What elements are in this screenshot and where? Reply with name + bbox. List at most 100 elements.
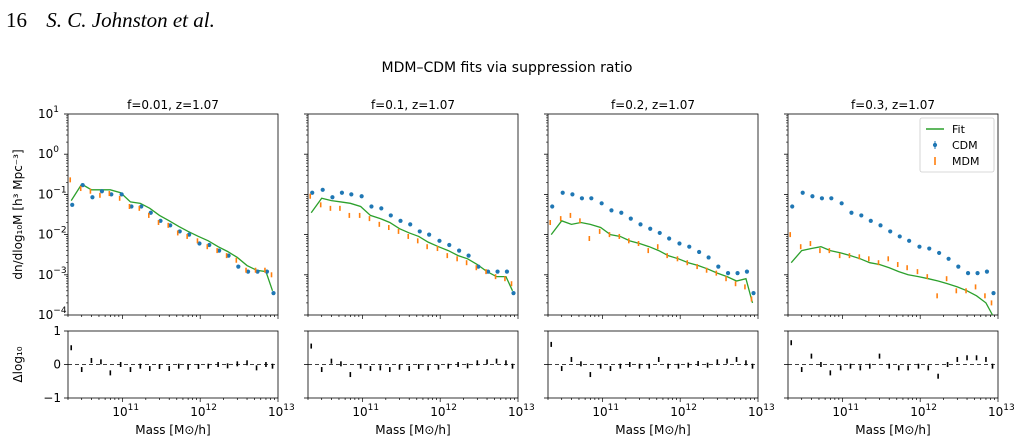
x-tick-label: 1011: [112, 403, 139, 419]
cdm-point: [417, 229, 422, 234]
cdm-point: [956, 264, 961, 269]
cdm-point: [609, 208, 614, 213]
cdm-point: [560, 190, 565, 195]
main-axes-frame: [67, 113, 279, 316]
cdm-point: [687, 244, 692, 249]
cdm-point: [359, 194, 364, 199]
cdm-point: [437, 238, 442, 243]
cdm-point: [476, 264, 481, 269]
cdm-point: [495, 269, 500, 274]
cdm-point: [485, 269, 491, 274]
x-tick-label: 1013: [988, 403, 1014, 419]
panel-title: f=0.01, z=1.07: [127, 98, 219, 112]
cdm-point: [991, 291, 996, 296]
cdm-point: [849, 210, 854, 215]
cdm-point: [339, 190, 345, 195]
cdm-point: [129, 204, 134, 209]
cdm-point: [197, 241, 202, 246]
cdm-point: [907, 238, 912, 243]
x-tick-label: 1013: [748, 403, 775, 419]
panel-1: f=0.01, z=1.0710−410−310−210−11001011011…: [38, 98, 295, 437]
cdm-point: [810, 194, 815, 199]
cdm-point: [158, 218, 163, 223]
cdm-point: [330, 195, 335, 200]
legend-box: [919, 117, 995, 173]
cdm-point: [677, 241, 682, 246]
y-tick-label: 10−1: [38, 185, 67, 201]
cdm-point: [570, 192, 575, 197]
residual-y-tick-label: −1: [43, 391, 61, 405]
cdm-point: [168, 223, 173, 228]
x-axis-label: Mass [M⊙/h]: [615, 423, 690, 437]
cdm-point: [550, 204, 555, 209]
cdm-point: [819, 196, 825, 201]
cdm-point: [90, 195, 95, 200]
cdm-point: [148, 210, 153, 215]
cdm-point: [177, 229, 182, 234]
x-axis-label: Mass [M⊙/h]: [375, 423, 450, 437]
x-tick-label: 1013: [508, 403, 535, 419]
cdm-point: [589, 196, 594, 201]
cdm-point: [628, 216, 633, 221]
cdm-point: [648, 226, 653, 231]
cdm-point: [217, 248, 222, 253]
panel-title: f=0.2, z=1.07: [611, 98, 695, 112]
main-axes-frame: [547, 113, 759, 316]
cdm-point: [859, 213, 864, 218]
cdm-point: [579, 196, 585, 201]
cdm-point: [427, 232, 432, 237]
x-tick-label: 1012: [910, 403, 937, 419]
cdm-point: [119, 192, 124, 197]
cdm-point: [744, 269, 750, 274]
cdm-point: [868, 218, 873, 223]
cdm-point: [897, 234, 902, 239]
cdm-point: [264, 269, 270, 274]
legend-fit-label: Fit: [952, 123, 966, 136]
cdm-point: [927, 246, 932, 251]
y-tick-label: 100: [38, 145, 59, 161]
cdm-point: [457, 248, 462, 253]
fit-line: [70, 183, 274, 292]
cdm-point: [255, 269, 260, 274]
cdm-point: [398, 218, 403, 223]
panel-4: f=0.3, z=1.07 1011 1012 1013 Mass [M⊙/h] Fit C…: [784, 98, 1014, 437]
cdm-point: [946, 256, 951, 261]
cdm-point: [187, 232, 192, 237]
fit-line: [550, 220, 754, 304]
cdm-point: [70, 202, 75, 207]
cdm-point: [320, 187, 325, 192]
cdm-point: [271, 291, 276, 296]
cdm-point: [599, 201, 604, 206]
x-axis-label: Mass [M⊙/h]: [855, 423, 930, 437]
cdm-point: [447, 242, 452, 248]
main-axes-frame: [787, 113, 999, 316]
legend-cdm-label: CDM: [952, 139, 978, 152]
cdm-point: [697, 249, 702, 255]
cdm-point: [466, 253, 471, 258]
cdm-point: [706, 255, 711, 260]
cdm-point: [965, 271, 971, 276]
cdm-point: [109, 192, 114, 197]
cdm-point: [619, 210, 624, 215]
panel-2: f=0.1, z=1.07 1011 1012 1013 Mass [M⊙/h]: [304, 98, 535, 437]
cdm-point: [878, 223, 883, 228]
cdm-point: [236, 264, 241, 269]
x-tick-label: 1012: [190, 403, 217, 419]
figure-suptitle: MDM–CDM fits via suppression ratio: [382, 60, 633, 76]
cdm-point: [984, 269, 990, 274]
x-tick-label: 1012: [670, 403, 697, 419]
cdm-point: [790, 204, 795, 209]
cdm-point: [937, 250, 942, 256]
cdm-point: [80, 183, 85, 188]
cdm-point: [888, 229, 893, 234]
cdm-point: [504, 269, 510, 274]
fit-line: [790, 246, 994, 316]
cdm-point: [349, 192, 354, 197]
cdm-point: [245, 269, 251, 274]
cdm-point: [975, 271, 980, 276]
residual-y-axis-label: Δlog₁₀: [11, 346, 25, 382]
cdm-point: [657, 230, 662, 236]
cdm-point: [139, 204, 144, 209]
cdm-point: [369, 204, 374, 209]
